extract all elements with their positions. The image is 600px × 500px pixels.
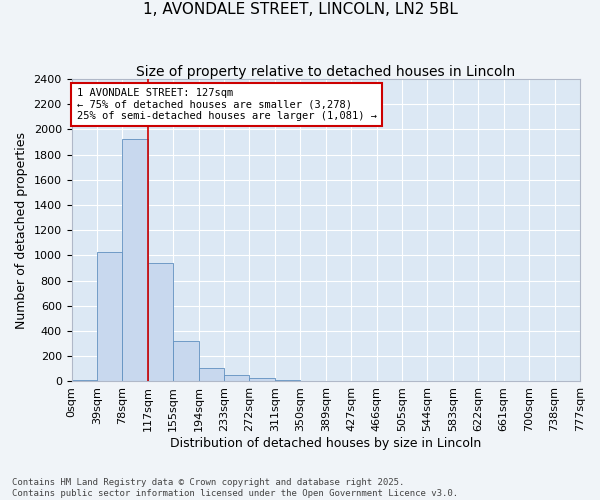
Title: Size of property relative to detached houses in Lincoln: Size of property relative to detached ho… [136,65,515,79]
Bar [301,381,326,382]
Bar [71,380,97,382]
X-axis label: Distribution of detached houses by size in Lincoln: Distribution of detached houses by size … [170,437,481,450]
Bar [275,380,301,382]
Bar [250,378,275,382]
Y-axis label: Number of detached properties: Number of detached properties [15,132,28,328]
Bar [97,252,122,382]
Text: 1, AVONDALE STREET, LINCOLN, LN2 5BL: 1, AVONDALE STREET, LINCOLN, LN2 5BL [143,2,457,18]
Bar [122,139,148,382]
Bar [224,375,250,382]
Bar [199,368,224,382]
Text: Contains HM Land Registry data © Crown copyright and database right 2025.
Contai: Contains HM Land Registry data © Crown c… [12,478,458,498]
Bar [173,341,199,382]
Text: 1 AVONDALE STREET: 127sqm
← 75% of detached houses are smaller (3,278)
25% of se: 1 AVONDALE STREET: 127sqm ← 75% of detac… [77,88,377,122]
Bar [148,263,173,382]
